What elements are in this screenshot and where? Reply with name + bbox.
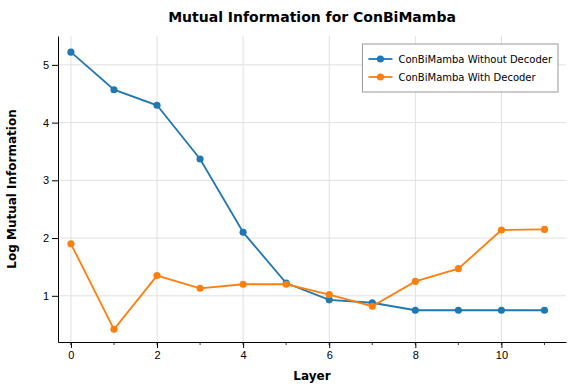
x-tick: 10 xyxy=(496,342,508,361)
legend-marker xyxy=(377,55,384,62)
legend: ConBiMamba Without Decoder ConBiMamba Wit… xyxy=(362,44,558,92)
series-point xyxy=(541,226,548,233)
series-line xyxy=(71,229,545,329)
series-point xyxy=(369,303,376,310)
x-tick-mark xyxy=(501,342,502,348)
x-tick-label: 4 xyxy=(241,349,247,361)
legend-box xyxy=(362,44,558,92)
x-minor-tick xyxy=(200,342,201,345)
y-tick-mark xyxy=(52,123,58,124)
series-point xyxy=(110,326,117,333)
series-point xyxy=(240,229,247,236)
x-axis-line xyxy=(59,342,567,343)
y-tick: 2 xyxy=(43,232,58,244)
x-tick-label: 2 xyxy=(154,349,160,361)
y-tick: 1 xyxy=(43,290,58,302)
series-point xyxy=(110,86,117,93)
legend-entry: ConBiMamba With Decoder xyxy=(368,72,536,83)
x-minor-ticks xyxy=(71,342,545,345)
y-tick-mark xyxy=(52,238,58,239)
series-point xyxy=(326,291,333,298)
x-tick-label: 6 xyxy=(327,349,333,361)
chart: 024681012345ConBiMamba Without DecoderCo… xyxy=(0,0,582,390)
x-tick-label: 8 xyxy=(413,349,419,361)
y-tick-label: 1 xyxy=(43,290,49,302)
series-point xyxy=(283,281,290,288)
title: Mutual Information for ConBiMamba xyxy=(168,9,456,25)
series-point xyxy=(67,240,74,247)
series-point xyxy=(412,278,419,285)
legend-entry: ConBiMamba Without Decoder xyxy=(368,54,552,65)
x-tick-mark xyxy=(157,342,158,348)
x-minor-tick xyxy=(286,342,287,345)
x-tick: 8 xyxy=(413,342,419,361)
x-minor-tick xyxy=(501,342,502,345)
y-tick-label: 3 xyxy=(43,174,49,186)
series-point xyxy=(240,281,247,288)
series-point xyxy=(412,307,419,314)
series-point xyxy=(196,285,203,292)
x-minor-tick xyxy=(415,342,416,345)
grid-line-y xyxy=(58,180,566,181)
x-minor-tick xyxy=(329,342,330,345)
series-point xyxy=(153,272,160,279)
y-tick-label: 2 xyxy=(43,232,49,244)
legend-label: ConBiMamba Without Decoder xyxy=(398,54,552,65)
x-minor-tick xyxy=(70,342,71,345)
series-point xyxy=(455,307,462,314)
x-tick: 4 xyxy=(241,342,247,361)
grid-line-y xyxy=(58,122,566,123)
x-tick: 2 xyxy=(154,342,160,361)
x-minor-tick xyxy=(243,342,244,345)
series-point xyxy=(455,265,462,272)
y-tick-mark xyxy=(52,65,58,66)
grid xyxy=(58,36,566,342)
series-point xyxy=(153,102,160,109)
y-tick-label: 4 xyxy=(43,117,49,129)
x-tick-label: 0 xyxy=(68,349,74,361)
y-axis-line xyxy=(58,37,59,343)
y-tick: 5 xyxy=(43,59,58,71)
x-tick-mark xyxy=(415,342,416,348)
x-tick-mark xyxy=(243,342,244,348)
series-point xyxy=(498,226,505,233)
x-minor-tick xyxy=(113,342,114,345)
x-axis-title: Layer xyxy=(293,369,330,383)
plot: 024681012345ConBiMamba Without DecoderCo… xyxy=(43,36,567,361)
series-point xyxy=(541,307,548,314)
x-tick: 6 xyxy=(327,342,333,361)
x-tick-mark xyxy=(71,342,72,348)
grid-line-y xyxy=(58,295,566,296)
x-axis: 0 2 4 6 8 10 xyxy=(59,342,567,361)
y-tick-mark xyxy=(52,180,58,181)
series-point xyxy=(498,307,505,314)
series-point xyxy=(196,155,203,162)
x-minor-tick xyxy=(157,342,158,345)
x-minor-tick xyxy=(458,342,459,345)
series-point xyxy=(67,49,74,56)
x-tick: 0 xyxy=(68,342,74,361)
y-tick-label: 5 xyxy=(43,59,49,71)
legend-marker xyxy=(377,73,384,80)
y-tick: 4 xyxy=(43,117,58,129)
grid-line-y xyxy=(58,238,566,239)
x-minor-tick xyxy=(372,342,373,345)
y-tick: 3 xyxy=(43,174,58,186)
x-minor-tick xyxy=(544,342,545,345)
y-axis-title: Log Mutual Information xyxy=(5,109,19,268)
x-tick-mark xyxy=(329,342,330,348)
y-axis: 1 2 3 4 5 xyxy=(43,37,59,343)
legend-label: ConBiMamba With Decoder xyxy=(398,72,536,83)
y-tick-mark xyxy=(52,296,58,297)
x-tick-label: 10 xyxy=(496,349,508,361)
